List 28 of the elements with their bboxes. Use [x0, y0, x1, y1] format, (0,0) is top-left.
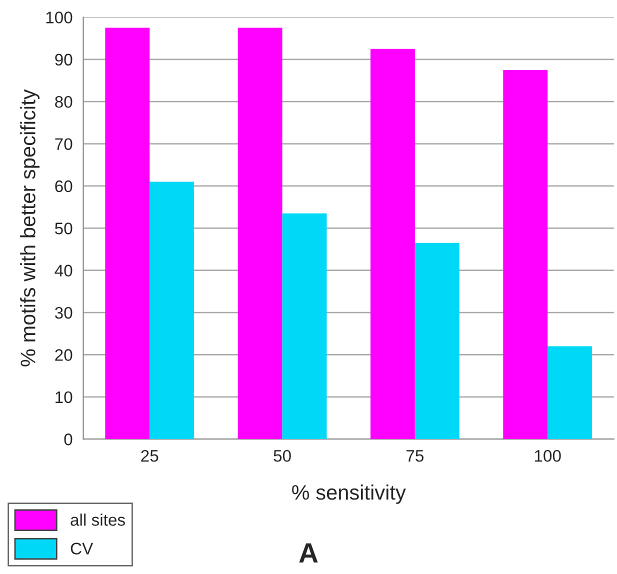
- x-axis-title: % sensitivity: [292, 484, 406, 504]
- y-tick-label: 60: [55, 180, 72, 192]
- x-tick-label: 50: [274, 450, 291, 462]
- bar: [548, 346, 592, 440]
- text: A: [299, 543, 318, 562]
- legend-label: all sites: [70, 514, 125, 526]
- y-tick-label: 50: [55, 222, 72, 234]
- y-tick-label: 40: [54, 264, 72, 277]
- x-tick-label: 25: [141, 450, 158, 462]
- y-tick-label: 70: [55, 138, 72, 150]
- y-tick-label: 10: [56, 391, 72, 404]
- x-tick-label: 100: [534, 450, 561, 462]
- bar: [282, 213, 327, 440]
- bar: [150, 182, 194, 440]
- y-tick-label: 20: [55, 349, 72, 361]
- x-tick-label: 75: [406, 450, 424, 462]
- bar: [105, 28, 150, 440]
- legend-label: CV: [70, 542, 94, 554]
- bar: [503, 70, 548, 440]
- y-tick-label: 0: [64, 434, 72, 446]
- y-tick-label: 90: [55, 54, 72, 66]
- y-axis-title: % motifs with better specificity: [20, 89, 40, 366]
- y-tick-label: 80: [55, 96, 72, 108]
- y-tick-label: 100: [46, 12, 72, 24]
- bar: [370, 48, 415, 440]
- y-tick-label: 30: [54, 306, 72, 319]
- bar: [238, 28, 282, 440]
- bar: [414, 242, 460, 440]
